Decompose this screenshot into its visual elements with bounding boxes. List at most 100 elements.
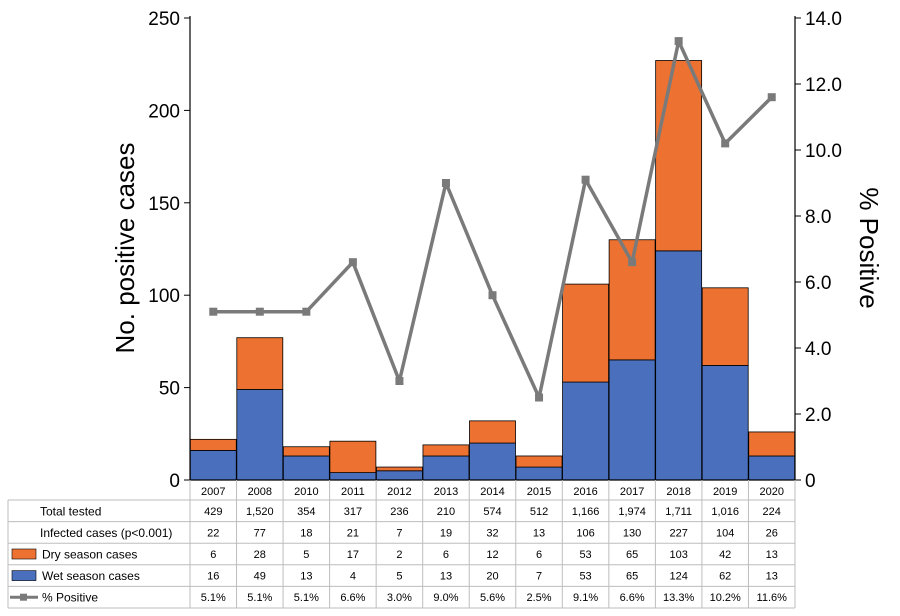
percent-positive-marker-2013 [441,179,450,187]
table-cell: 103 [669,549,687,561]
percent-positive-marker-2016 [581,175,590,184]
table-legend-marker [20,593,27,601]
bar-dry-2011 [329,440,377,474]
table-cell: 4 [350,571,356,583]
bar-dry-2020 [748,431,796,457]
table-cell: 9.1% [573,592,598,604]
percent-positive-marker-2008 [255,307,264,316]
table-cell: 210 [437,506,455,518]
table-cell: 5.6% [480,592,505,604]
y2-tick-label: 4.0 [805,339,831,360]
y-tick-label: 250 [148,9,180,30]
table-legend-swatch-wet [11,570,37,581]
table-cell: 26 [766,527,778,539]
percent-positive-marker-2015 [535,393,544,402]
table-row-label: Wet season cases [42,569,140,583]
bar-wet-2014 [469,442,516,481]
x-tick-label-2019: 2019 [713,486,737,498]
y-tick-label: 100 [148,286,180,307]
table-cell: 512 [530,506,548,518]
table-cell: 2.5% [526,592,551,604]
x-tick-label-2010: 2010 [294,486,318,498]
table-cell: 5.1% [294,592,319,604]
table-cell: 3.0% [387,592,412,604]
table-cell: 7 [396,527,402,539]
table-cell: 16 [207,571,219,583]
percent-positive-marker-2020 [767,93,776,102]
table-cell: 574 [483,506,501,518]
bar-wet-2019 [701,365,749,481]
y2-tick-label: 8.0 [805,207,831,228]
table-cell: 9.0% [433,592,458,604]
table-cell: 6 [210,549,216,561]
table-cell: 28 [254,549,266,561]
x-tick-label-2017: 2017 [620,486,644,498]
percent-positive-marker-2019 [721,139,730,148]
bar-dry-2012 [376,466,423,472]
bar-dry-2015 [515,455,563,468]
table-cell: 1,711 [665,506,692,518]
y-tick-label: 50 [159,379,180,400]
y-axis-title: No. positive cases [110,143,140,354]
table-cell: 5 [303,549,309,561]
table-cell: 11.6% [757,592,788,604]
y-tick-label: 0 [169,471,180,492]
table-cell: 32 [486,527,498,539]
table-row-label: % Positive [42,591,98,605]
table-cell: 42 [719,549,731,561]
table-cell: 224 [763,506,781,518]
table-cell: 20 [486,571,498,583]
x-tick-label-2015: 2015 [527,486,551,498]
percent-positive-marker-2017 [628,258,637,267]
table-cell: 10.2% [710,592,741,604]
bar-wet-2007 [189,450,237,481]
table-legend-swatch-dry [11,548,37,560]
bar-wet-2015 [515,466,563,481]
table-cell: 1,016 [711,506,739,518]
x-tick-label-2014: 2014 [480,486,504,498]
bar-wet-2008 [236,389,284,481]
table-cell: 227 [669,527,687,539]
table-cell: 13 [766,571,778,583]
table-cell: 2 [396,549,402,561]
table-cell: 1,166 [572,506,600,518]
bar-wet-2017 [608,359,656,481]
table-cell: 13 [300,571,312,583]
y2-tick-label: 0 [805,471,816,492]
bar-dry-2013 [422,444,470,457]
table-cell: 6 [536,549,542,561]
table-cell: 65 [626,549,638,561]
table-cell: 124 [669,571,687,583]
x-tick-label-2008: 2008 [248,486,272,498]
bar-wet-2020 [748,455,796,481]
x-tick-label-2013: 2013 [434,486,458,498]
x-tick-label-2012: 2012 [387,486,411,498]
table-cell: 1,520 [246,506,274,518]
bar-dry-2016 [562,283,609,383]
table-cell: 62 [719,571,731,583]
table-cell: 7 [536,571,542,583]
table-cell: 18 [300,527,312,539]
bar-dry-2007 [189,438,237,451]
bar-dry-2008 [236,337,284,390]
table-cell: 104 [716,527,734,539]
table-cell: 19 [440,527,452,539]
table-row-label: Dry season cases [42,548,137,562]
y2-tick-label: 12.0 [805,75,842,96]
percent-positive-marker-2010 [302,307,311,316]
bar-wet-2010 [282,455,330,481]
bar-wet-2012 [376,470,423,481]
table-cell: 53 [579,571,591,583]
percent-positive-marker-2012 [395,377,404,385]
y-tick-label: 200 [148,101,180,122]
x-tick-label-2007: 2007 [201,486,225,498]
percent-positive-marker-2007 [209,307,218,316]
table-row-label: Total tested [40,504,101,518]
bar-dry-2010 [282,446,330,457]
table-cell: 1,974 [618,506,646,518]
table-cell: 429 [204,506,222,518]
bar-dry-2018 [655,60,703,252]
bar-wet-2013 [422,455,470,481]
